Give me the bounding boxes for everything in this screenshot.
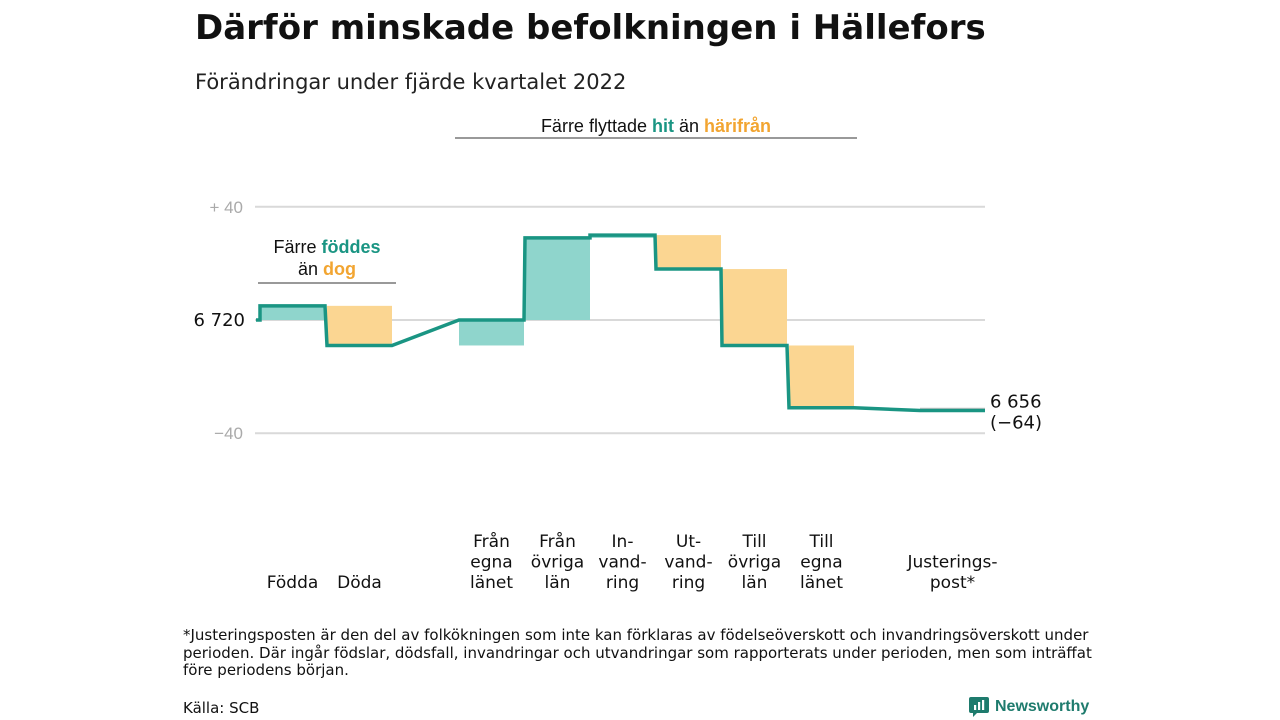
category-label-7: Till egna länet: [800, 532, 843, 593]
end-change-label: (−64): [990, 413, 1042, 434]
bar-5: [656, 235, 721, 270]
bar-3: [525, 237, 590, 320]
category-label-5: Ut-vand-ring: [664, 532, 712, 593]
category-label-1: Döda: [337, 573, 382, 593]
bars: [260, 235, 985, 411]
bar-1: [327, 305, 392, 346]
category-label-6: Till övriga län: [728, 532, 781, 593]
bar-7: [789, 345, 854, 408]
chart-subtitle: Förändringar under fjärde kvartalet 2022: [195, 70, 627, 94]
end-value-label: 6 656: [990, 392, 1042, 413]
y-tick-label: + 40: [209, 198, 243, 217]
labels: 6 720 6 656(−64) Födda Döda Från egna länet Frå…: [193, 310, 1042, 593]
y-tick-label: −40: [214, 424, 243, 443]
brand-logo: Newsworthy: [969, 696, 1089, 718]
category-label-0: Födda: [267, 573, 319, 593]
annotation-moves-text: Färre flyttade hit än härifrån: [541, 116, 771, 136]
category-label-4: In-vand-ring: [598, 532, 646, 593]
start-value-label: 6 720: [193, 310, 245, 331]
newsworthy-logo-icon: [969, 697, 989, 717]
annotation-births: Färre föddes än dog: [258, 237, 396, 284]
bar-6: [722, 269, 787, 346]
waterfall-chart: + 40 −40 6 720 6 656(−64) Födda Döda Från egna…: [193, 116, 1042, 593]
category-label-8: Justerings-post*: [906, 553, 997, 594]
category-label-2: Från egna länet: [470, 531, 513, 593]
running-total-path: [256, 233, 985, 413]
bar-2: [459, 320, 524, 346]
footnote: *Justeringsposten är den del av folkökni…: [183, 626, 1092, 679]
annotation-moves: Färre flyttade hit än härifrån: [455, 116, 857, 139]
chart-title: Därför minskade befolkningen i Hällefors: [195, 8, 986, 48]
brand-name: Newsworthy: [995, 698, 1090, 715]
annotation-births-line1: Färre föddes: [273, 237, 380, 257]
running-total-line: [256, 233, 985, 413]
category-label-3: Från övriga län: [531, 531, 584, 593]
source-label: Källa: SCB: [183, 699, 260, 717]
annotation-births-line2: än dog: [298, 259, 356, 279]
bar-0: [260, 305, 325, 320]
